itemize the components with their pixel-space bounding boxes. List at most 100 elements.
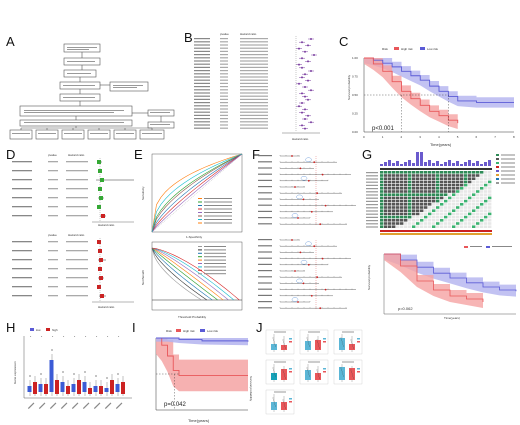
onco-legend-text <box>501 158 515 160</box>
mutation-cell <box>420 209 424 212</box>
empty-cell <box>440 206 444 209</box>
mutation-cell <box>420 206 424 209</box>
empty-cell <box>432 222 436 225</box>
mutation-cell <box>448 171 452 174</box>
empty-cell <box>420 212 424 216</box>
empty-cell <box>416 215 420 219</box>
roc-curve <box>151 153 243 233</box>
pvalue-bar <box>220 76 228 78</box>
x-tick-label <box>71 402 79 409</box>
dot <box>351 373 353 375</box>
dot <box>272 337 274 339</box>
mutation-cell <box>428 183 432 187</box>
mutation-cell <box>404 193 408 196</box>
nomo-var-label <box>258 186 272 188</box>
e-dca-xlabel: Threshold Probability <box>178 315 207 319</box>
box-high <box>281 345 287 350</box>
dot <box>350 339 352 341</box>
empty-cell <box>488 219 492 222</box>
empty-cell <box>464 225 468 228</box>
dca-legend-text <box>204 249 226 251</box>
mutation-cell <box>456 180 460 184</box>
box-low <box>82 382 87 392</box>
mutation-cell <box>404 199 408 203</box>
roc-curve <box>151 153 243 233</box>
mutation-cell <box>388 203 392 206</box>
hr-point <box>301 102 303 104</box>
mutation-cell <box>484 183 488 187</box>
box-low <box>71 384 76 392</box>
empty-cell <box>480 222 484 225</box>
nomo-marker <box>324 204 327 207</box>
nomo-var-label <box>258 155 272 157</box>
mutation-cell <box>416 209 420 212</box>
dot <box>307 339 308 341</box>
mutation-cell <box>408 196 412 200</box>
pvalue-bar <box>220 98 228 100</box>
empty-cell <box>452 203 456 206</box>
dot <box>282 339 284 341</box>
dca-legend-swatch <box>198 263 202 264</box>
dca-legend-swatch <box>198 266 202 268</box>
tmb-bar <box>452 163 455 166</box>
tmb-bar <box>476 161 479 166</box>
panel-f-nomogram <box>258 155 356 310</box>
mutation-cell <box>396 219 400 222</box>
hr-point <box>301 92 303 95</box>
tmb-bar <box>468 160 471 166</box>
dot <box>285 407 286 409</box>
mutation-cell <box>468 180 472 184</box>
y-tick-label: 1.00 <box>352 56 358 60</box>
mutation-cell <box>460 174 464 177</box>
dot <box>343 345 344 347</box>
empty-cell <box>428 209 432 212</box>
mutation-cell <box>456 177 460 180</box>
empty-cell <box>460 199 464 203</box>
mutation-cell <box>384 183 388 187</box>
mutation-cell <box>444 183 448 187</box>
mutation-cell <box>448 174 452 177</box>
panel-label-b: B <box>184 30 193 45</box>
e-roc-ylabel: Sensitivity <box>141 186 145 200</box>
mutation-cell <box>408 212 412 216</box>
mutation-cell <box>424 196 428 200</box>
empty-cell <box>448 219 452 222</box>
mutation-cell <box>420 190 424 193</box>
mutation-cell <box>400 190 404 193</box>
hr-point <box>310 38 312 40</box>
mutation-cell <box>436 180 440 184</box>
empty-cell <box>484 171 488 174</box>
gene-label <box>366 197 378 199</box>
mutation-cell <box>428 203 432 206</box>
h-legend-a: low <box>36 328 41 332</box>
empty-cell <box>420 215 424 219</box>
panel-a-flowchart <box>9 43 175 140</box>
i-legend-low: Low risk <box>207 329 219 333</box>
nomo-var-label <box>258 245 272 247</box>
hr-marker <box>101 214 105 218</box>
box-high <box>110 380 114 394</box>
x-tick-label: 0 <box>363 135 365 139</box>
box-low <box>271 344 277 350</box>
roc-legend-swatch <box>198 212 202 213</box>
covariate-name <box>12 161 32 163</box>
empty-cell <box>472 222 476 225</box>
mutation-cell <box>484 215 488 219</box>
box-high <box>281 369 287 380</box>
mutation-cell <box>452 225 456 228</box>
empty-cell <box>456 212 460 216</box>
legend-swatch <box>289 338 292 340</box>
y-tick-label: 0.75 <box>352 75 358 79</box>
mutation-cell <box>408 199 412 203</box>
hr-text-bar <box>240 63 268 65</box>
roc-legend-text <box>204 212 232 213</box>
mutation-cell <box>436 183 440 187</box>
hr-text <box>66 170 88 172</box>
empty-cell <box>444 209 448 212</box>
empty-cell <box>488 171 492 174</box>
tmb-bar <box>384 162 387 166</box>
dot <box>341 341 343 343</box>
dca-legend-text <box>204 256 226 258</box>
dot <box>283 373 285 375</box>
mutation-cell <box>452 193 456 196</box>
